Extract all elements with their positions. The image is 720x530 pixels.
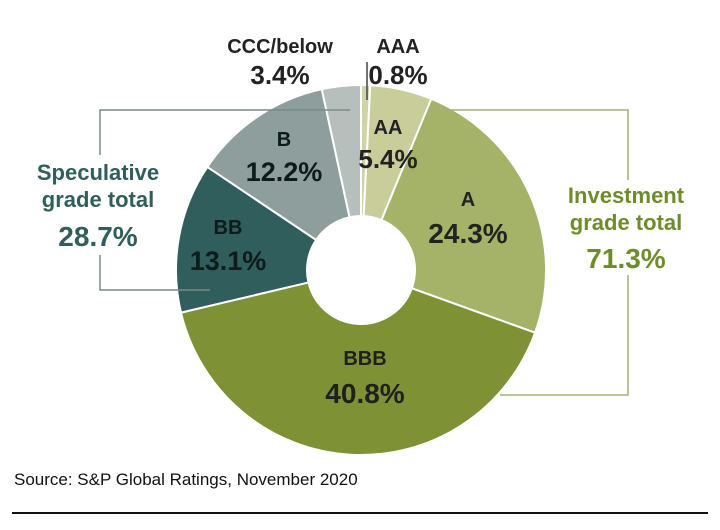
slice-name-aaa: AAA bbox=[376, 36, 419, 58]
group-name-investment-grade-total-line2: grade total bbox=[570, 210, 682, 235]
slice-value-aaa: 0.8% bbox=[368, 60, 427, 90]
slice-name-ccc-below: CCC/below bbox=[227, 36, 333, 58]
speculative-bracket-top bbox=[99, 109, 350, 155]
slice-name-a: A bbox=[461, 189, 475, 211]
group-value-speculative-grade-total: 28.7% bbox=[58, 221, 137, 252]
investment-bracket-bottom bbox=[500, 275, 629, 396]
slice-name-b: B bbox=[277, 129, 291, 151]
slice-value-a: 24.3% bbox=[428, 218, 507, 249]
slice-value-bb: 13.1% bbox=[190, 246, 267, 276]
speculative-bracket-bottom bbox=[99, 255, 210, 291]
slice-value-bbb: 40.8% bbox=[325, 378, 404, 409]
donut-slices bbox=[175, 83, 547, 456]
group-name-speculative-grade-total-line1: Speculative bbox=[37, 160, 159, 185]
slice-value-ccc-below: 3.4% bbox=[250, 60, 309, 90]
group-name-speculative-grade-total-line2: grade total bbox=[42, 187, 154, 212]
group-name-investment-grade-total-line1: Investment bbox=[568, 183, 685, 208]
group-value-investment-grade-total: 71.3% bbox=[586, 243, 665, 274]
donut-hole bbox=[307, 216, 415, 324]
slice-value-b: 12.2% bbox=[246, 157, 323, 187]
source-note: Source: S&P Global Ratings, November 202… bbox=[14, 470, 358, 489]
bottom-rule bbox=[12, 512, 708, 514]
slice-name-bb: BB bbox=[214, 217, 243, 239]
group-brackets bbox=[99, 109, 629, 396]
investment-bracket-top bbox=[430, 109, 629, 180]
slice-name-bbb: BBB bbox=[343, 348, 386, 370]
slice-value-aa: 5.4% bbox=[358, 144, 417, 174]
slice-name-aa: AA bbox=[374, 117, 403, 139]
